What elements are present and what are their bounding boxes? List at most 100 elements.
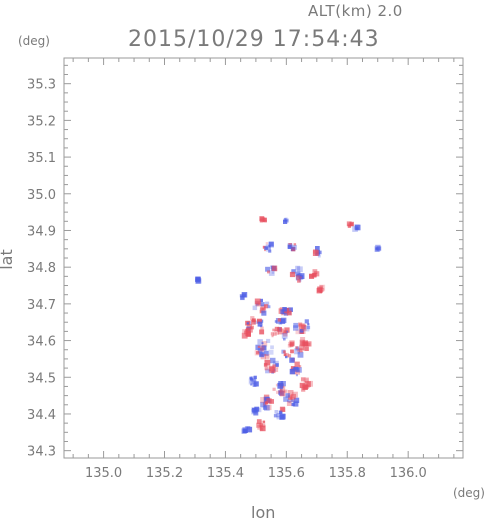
echo-pixel-28 xyxy=(288,400,291,404)
echo-pixel-20 xyxy=(263,350,269,356)
echo-pixel-16 xyxy=(260,326,264,330)
y-tick-label: 34.3 xyxy=(27,445,56,460)
echo-pixel-22 xyxy=(306,341,312,347)
echo-pixel-5 xyxy=(288,243,292,247)
echo-pixel-1 xyxy=(285,219,289,223)
echo-pixel-28 xyxy=(291,403,295,406)
echo-pixel-2 xyxy=(350,222,354,226)
echo-pixel-30 xyxy=(257,407,262,413)
echo-pixel-32 xyxy=(262,423,266,427)
echo-pixel-9 xyxy=(289,271,296,278)
echo-pixel-21 xyxy=(297,349,300,352)
echo-pixel-27 xyxy=(301,377,305,381)
y-tick-label: 34.4 xyxy=(27,408,56,423)
y-tick-label: 34.6 xyxy=(27,335,56,350)
echo-pixel-18 xyxy=(300,329,304,333)
echo-pixel-18 xyxy=(303,325,310,332)
echo-pixel-2 xyxy=(346,221,352,227)
echo-pixel-20 xyxy=(257,339,263,345)
echo-pixel-9 xyxy=(295,265,301,271)
echo-pixel-29 xyxy=(266,398,272,404)
echo-pixel-27 xyxy=(300,377,306,382)
echo-pixel-31 xyxy=(278,410,283,414)
echo-pixel-27 xyxy=(304,377,309,383)
echo-pixel-31 xyxy=(279,414,285,420)
echo-pixel-9 xyxy=(295,275,301,280)
echo-pixel-10 xyxy=(309,273,314,278)
echo-pixel-27 xyxy=(305,381,311,388)
y-tick-label: 35.0 xyxy=(27,188,56,203)
echo-pixel-23 xyxy=(272,364,276,368)
echo-pixel-28 xyxy=(286,401,292,406)
echo-pixel-15 xyxy=(283,311,289,316)
echo-pixel-32 xyxy=(257,424,263,430)
echo-pixel-19 xyxy=(241,332,248,339)
echo-pixel-12 xyxy=(195,279,199,282)
echo-pixel-23 xyxy=(269,367,276,374)
echo-pixel-18 xyxy=(301,325,307,331)
echo-pixel-21 xyxy=(285,355,288,359)
echo-pixel-21 xyxy=(294,348,300,355)
echo-pixel-18 xyxy=(293,325,299,331)
echo-pixel-17 xyxy=(283,337,286,341)
echo-pixel-17 xyxy=(277,327,282,332)
echo-pixel-31 xyxy=(279,406,285,412)
echo-pixel-10 xyxy=(309,273,315,279)
y-tick-label: 34.9 xyxy=(27,224,56,239)
echo-pixel-20 xyxy=(268,349,274,355)
echo-pixel-17 xyxy=(274,330,279,335)
echo-pixel-2 xyxy=(348,225,351,228)
echo-pixel-20 xyxy=(266,338,271,343)
echo-pixel-18 xyxy=(306,325,311,330)
echo-pixel-0 xyxy=(262,217,267,222)
echo-pixel-6 xyxy=(315,246,320,251)
echo-pixel-27 xyxy=(299,382,305,389)
echo-pixel-32 xyxy=(256,419,262,424)
y-tick-label: 35.3 xyxy=(27,78,56,93)
echo-pixel-24 xyxy=(295,374,298,377)
echo-pixel-20 xyxy=(264,354,270,359)
echo-pixel-9 xyxy=(297,279,301,283)
echo-pixel-18 xyxy=(298,322,303,327)
echo-pixel-5 xyxy=(291,247,296,252)
echo-pixel-9 xyxy=(298,273,305,279)
echo-pixel-20 xyxy=(259,352,265,358)
echo-pixel-26 xyxy=(284,389,288,393)
timestamp-title: 2015/10/29 17:54:43 xyxy=(128,27,380,52)
echo-pixel-31 xyxy=(273,414,277,417)
x-tick-label: 135.0 xyxy=(85,466,122,481)
echo-pixel-29 xyxy=(264,404,270,411)
echo-pixel-31 xyxy=(276,413,281,418)
echo-pixel-19 xyxy=(246,332,251,337)
echo-pixel-26 xyxy=(277,382,284,389)
echo-pixel-10 xyxy=(312,273,317,277)
echo-pixel-22 xyxy=(300,341,305,346)
echo-pixel-19 xyxy=(245,327,251,333)
echo-pixel-4 xyxy=(268,249,272,253)
echo-pixel-13 xyxy=(241,293,247,298)
echo-pixel-17 xyxy=(272,328,275,332)
echo-pixel-16 xyxy=(259,325,262,328)
echo-pixel-28 xyxy=(293,397,300,403)
echo-pixel-23 xyxy=(276,366,279,369)
echo-pixel-14 xyxy=(261,307,265,311)
echo-pixel-4 xyxy=(265,244,271,250)
echo-pixel-15 xyxy=(287,310,292,316)
echo-pixel-11 xyxy=(320,288,325,292)
y-tick-label: 34.7 xyxy=(27,298,56,313)
echo-pixel-33 xyxy=(241,429,247,434)
echo-layer xyxy=(195,216,382,434)
echo-pixel-17 xyxy=(274,320,278,323)
echo-pixel-23 xyxy=(273,367,279,372)
echo-pixel-24 xyxy=(298,365,302,368)
echo-pixel-21 xyxy=(283,350,286,353)
echo-pixel-18 xyxy=(307,323,310,326)
echo-pixel-8 xyxy=(268,270,275,276)
echo-pixel-17 xyxy=(277,318,282,322)
echo-pixel-9 xyxy=(291,269,296,274)
echo-pixel-11 xyxy=(319,285,324,289)
echo-pixel-17 xyxy=(281,317,287,323)
echo-pixel-28 xyxy=(285,393,290,398)
echo-pixel-22 xyxy=(300,337,306,342)
